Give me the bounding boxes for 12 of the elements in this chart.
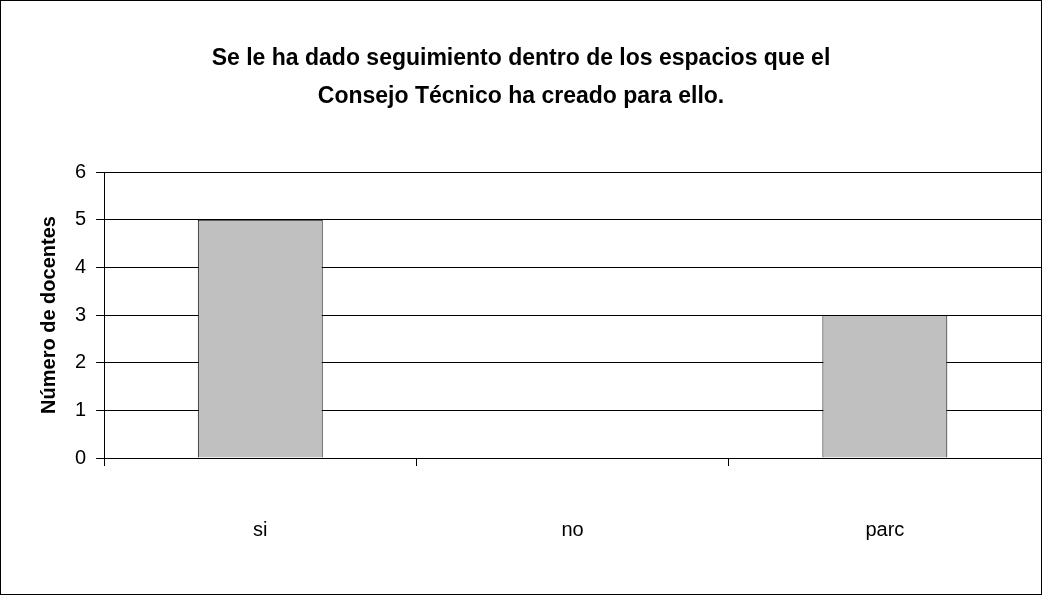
x-tick-label: no	[561, 517, 584, 540]
y-tick-label: 4	[75, 254, 87, 277]
x-tick-label: si	[253, 517, 268, 540]
y-tick-label: 6	[75, 159, 87, 182]
y-axis-title: Número de docentes	[36, 216, 59, 414]
x-tick-label: parc	[865, 517, 905, 540]
y-tick-label: 2	[75, 350, 87, 373]
y-tick-label: 3	[75, 302, 87, 325]
chart-title: Se le ha dado seguimiento dentro de los espacios que el Consejo Técnico ha creado para ello.	[210, 43, 832, 110]
y-tick-label: 5	[75, 207, 87, 230]
y-tick-label: 0	[75, 445, 87, 468]
y-tick-label: 1	[75, 397, 87, 420]
